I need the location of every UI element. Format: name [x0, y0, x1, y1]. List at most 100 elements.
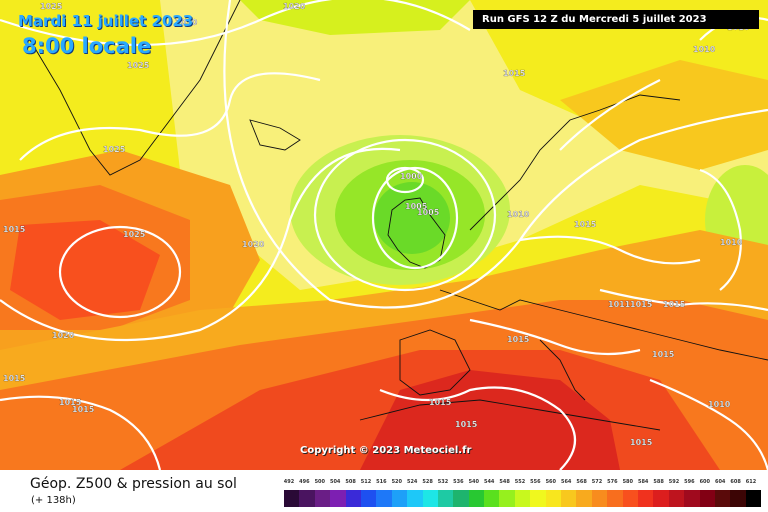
isobar-line	[599, 288, 768, 312]
scale-label: 604	[714, 479, 726, 485]
copyright-notice: Copyright © 2023 Meteociel.fr	[300, 445, 472, 456]
scale-label: 568	[576, 479, 587, 485]
isobar-label: 1015	[72, 405, 95, 414]
scale-label: 564	[560, 479, 572, 485]
italy-coast	[539, 339, 586, 401]
isobar-label: 1005	[417, 208, 440, 217]
orange-ne	[560, 60, 768, 170]
scale-swatch	[622, 490, 638, 507]
scale-swatch	[484, 490, 500, 507]
isobar-low-1005	[371, 166, 459, 270]
scale-swatch	[468, 490, 485, 507]
isobar-line	[0, 0, 471, 47]
scale-label: 520	[391, 479, 403, 485]
isobar-label: 1010	[507, 210, 530, 219]
scale-label: 612	[745, 479, 757, 485]
iberia-coast	[399, 329, 471, 396]
isobar-line	[0, 395, 162, 470]
isobar-high	[58, 225, 182, 319]
scale-label: 556	[530, 479, 541, 485]
scale-swatch	[561, 490, 577, 507]
isobar-line	[0, 147, 401, 342]
scale-label: 580	[622, 479, 634, 485]
isobar-label: 1015	[652, 350, 675, 359]
scale-swatch	[545, 490, 562, 507]
isobar-label: 1025	[40, 2, 63, 11]
low-core	[374, 182, 450, 254]
isobar-label: 1020	[52, 331, 75, 340]
scale-swatch	[699, 490, 715, 507]
isobar-label: 1005	[405, 202, 428, 211]
europe-coast	[439, 289, 768, 361]
scale-swatch	[730, 490, 746, 507]
deep-red-core	[360, 370, 620, 470]
isobar-label: 1011	[608, 300, 631, 309]
isobar-low-1010	[313, 138, 497, 292]
isobar-label: 1015	[503, 69, 526, 78]
forecast-time: 8:00 locale	[22, 34, 152, 58]
scale-swatch	[684, 490, 700, 507]
isobar-line	[649, 378, 768, 470]
isobar-line	[519, 235, 701, 265]
scale-label: 536	[453, 479, 464, 485]
scale-label: 528	[422, 479, 433, 485]
isobar-line	[559, 79, 661, 151]
isobar-label: 1015	[630, 438, 653, 447]
legend-subtitle: (+ 138h)	[31, 495, 76, 506]
color-scale-swatches	[284, 490, 762, 507]
scale-label: 512	[360, 479, 372, 485]
scale-label: 596	[684, 479, 695, 485]
scale-label: 496	[299, 479, 310, 485]
scale-label: 532	[437, 479, 449, 485]
scale-label: 548	[499, 479, 510, 485]
scale-swatch	[499, 490, 515, 507]
forecast-date: Mardi 11 juillet 2023	[18, 12, 194, 30]
isobar-label: 1010	[693, 45, 716, 54]
scale-swatch	[391, 490, 408, 507]
isobar-label: 1015	[3, 374, 26, 383]
legend-title: Géop. Z500 & pression au sol	[30, 476, 237, 492]
isobar-label: 1015	[630, 300, 653, 309]
iceland-coast	[249, 119, 301, 151]
coastlines	[29, 0, 768, 431]
isobar-label: 1030	[175, 18, 198, 27]
scale-swatch	[437, 490, 454, 507]
isobar-label: 1015	[429, 398, 452, 407]
scale-swatch	[530, 490, 546, 507]
scale-label: 600	[699, 479, 711, 485]
isobar-label: 1025	[103, 145, 126, 154]
geopotential-field: 1025 1030 1020 1025 1010 1015 1010 1025 …	[0, 0, 768, 470]
greenland-coast	[29, 0, 241, 176]
isobar-line	[379, 386, 576, 470]
scale-swatch	[607, 490, 623, 507]
scale-swatch	[714, 490, 731, 507]
scale-swatch	[668, 490, 685, 507]
isobar-label: 1015	[663, 300, 686, 309]
scale-swatch	[299, 490, 315, 507]
scale-swatch	[453, 490, 469, 507]
scale-swatch	[376, 490, 392, 507]
scale-swatch	[407, 490, 423, 507]
isobar-label: 1025	[127, 61, 150, 70]
scale-swatch	[330, 490, 346, 507]
scale-label: 552	[514, 479, 526, 485]
scale-label: 524	[406, 479, 418, 485]
britain-coast	[387, 197, 446, 269]
scale-swatch	[314, 490, 331, 507]
scale-label: 560	[545, 479, 557, 485]
scale-swatch	[514, 490, 531, 507]
scale-label: 540	[468, 479, 480, 485]
scale-swatch	[576, 490, 592, 507]
red-west-core	[10, 220, 160, 320]
scale-label: 492	[283, 479, 295, 485]
isobar-label: 1015	[574, 220, 597, 229]
scale-swatch	[745, 490, 762, 507]
green-north	[240, 0, 470, 35]
scale-swatch	[284, 490, 300, 507]
isobar-label: 1000	[400, 172, 423, 181]
scandinavia-coast	[469, 94, 681, 231]
scale-swatch	[653, 490, 669, 507]
isobar-line	[19, 72, 321, 161]
scale-swatch	[360, 490, 377, 507]
scale-swatch	[591, 490, 608, 507]
